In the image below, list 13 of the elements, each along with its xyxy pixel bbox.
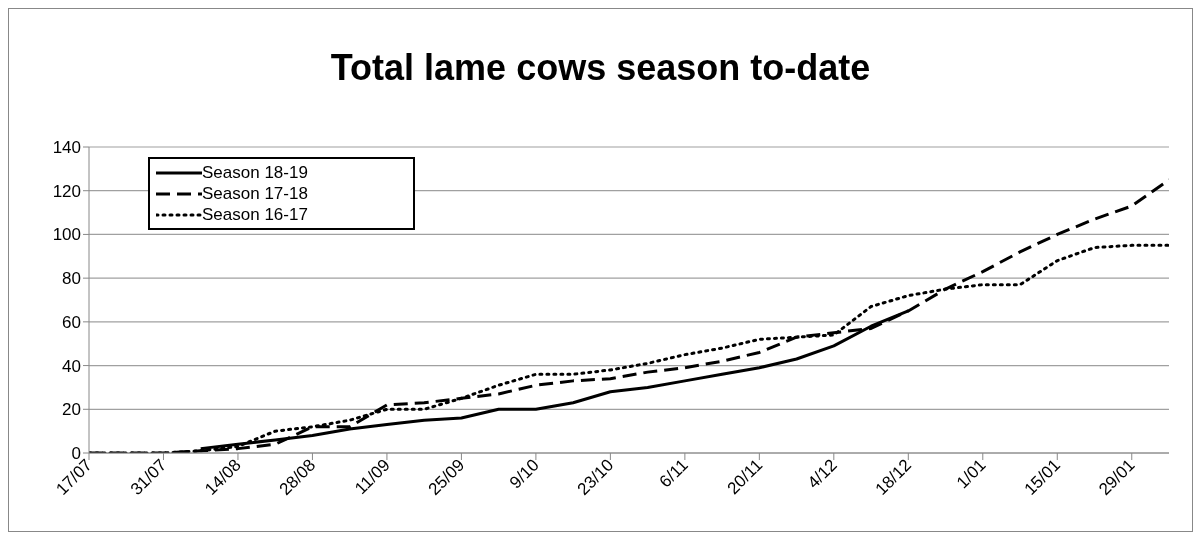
- chart-title: Total lame cows season to-date: [329, 46, 872, 90]
- y-tick-label: 100: [52, 225, 81, 245]
- legend-label: Season 16-17: [202, 204, 308, 225]
- y-tick-label: 40: [62, 356, 81, 376]
- legend-label: Season 17-18: [202, 183, 308, 204]
- y-tick-label: 60: [62, 312, 81, 332]
- y-tick-label: 80: [62, 269, 81, 289]
- y-tick-label: 120: [52, 181, 81, 201]
- y-tick-label: 140: [52, 138, 81, 158]
- x-tick-label: 4/12: [803, 455, 841, 493]
- x-tick-label: 6/11: [655, 455, 692, 492]
- y-tick-label: 20: [62, 400, 81, 420]
- legend-label: Season 18-19: [202, 162, 308, 183]
